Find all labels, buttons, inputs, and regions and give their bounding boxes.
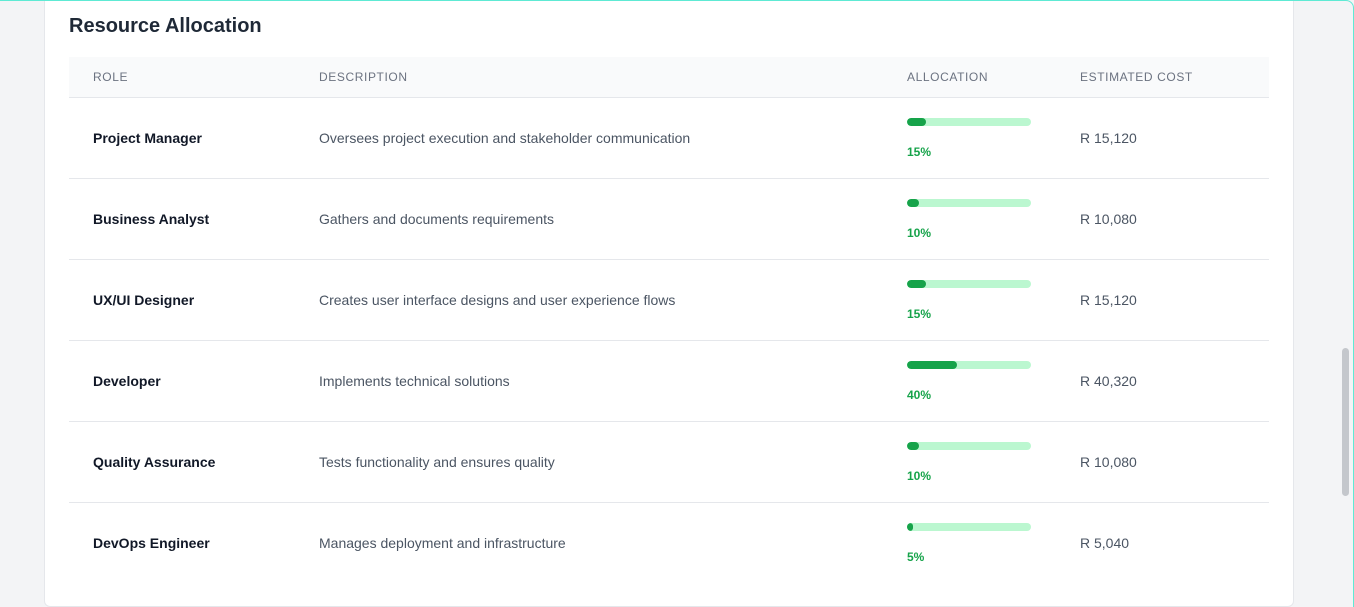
allocation-cell: 5%	[907, 523, 1031, 564]
header-description: DESCRIPTION	[319, 70, 408, 84]
allocation-bar-fill	[907, 199, 920, 207]
estimated-cost: R 10,080	[1080, 211, 1137, 227]
role-description: Oversees project execution and stakehold…	[319, 130, 691, 146]
page-scrollbar[interactable]	[1341, 1, 1351, 607]
allocation-percent: 5%	[907, 550, 925, 564]
allocation-percent: 10%	[907, 469, 932, 483]
table-row: Developer Implements technical solutions…	[69, 341, 1269, 422]
header-estimated-cost: ESTIMATED COST	[1080, 70, 1193, 84]
allocation-cell: 15%	[907, 280, 1031, 321]
section-title: Resource Allocation	[69, 15, 262, 37]
allocation-percent: 15%	[907, 307, 932, 321]
header-role: ROLE	[93, 70, 129, 84]
role-description: Gathers and documents requirements	[319, 211, 555, 227]
role-name: UX/UI Designer	[93, 292, 195, 308]
table-row: Project Manager Oversees project executi…	[69, 98, 1269, 179]
allocation-percent: 10%	[907, 226, 932, 240]
role-name: Business Analyst	[93, 211, 210, 227]
role-name: Quality Assurance	[93, 454, 216, 470]
allocation-bar-fill	[907, 361, 957, 369]
allocation-bar-track	[907, 280, 1031, 288]
allocation-bar-track	[907, 199, 1031, 207]
estimated-cost: R 10,080	[1080, 454, 1137, 470]
estimated-cost: R 40,320	[1080, 373, 1137, 389]
role-description: Implements technical solutions	[319, 373, 510, 389]
allocation-cell: 10%	[907, 442, 1031, 483]
allocation-bar-fill	[907, 280, 926, 288]
table-row: DevOps Engineer Manages deployment and i…	[69, 503, 1269, 584]
header-allocation: ALLOCATION	[907, 70, 989, 84]
allocation-cell: 10%	[907, 199, 1031, 240]
allocation-bar-track	[907, 118, 1031, 126]
allocation-percent: 40%	[907, 388, 932, 402]
allocation-bar-track	[907, 361, 1031, 369]
role-description: Creates user interface designs and user …	[319, 292, 676, 308]
table-header: ROLE DESCRIPTION ALLOCATION ESTIMATED CO…	[69, 57, 1269, 98]
table-row: UX/UI Designer Creates user interface de…	[69, 260, 1269, 341]
allocation-bar-fill	[907, 442, 920, 450]
allocation-percent: 15%	[907, 145, 932, 159]
role-name: Project Manager	[93, 130, 202, 146]
role-name: DevOps Engineer	[93, 535, 210, 551]
estimated-cost: R 15,120	[1080, 292, 1137, 308]
allocation-cell: 15%	[907, 118, 1031, 159]
resource-allocation-card: Resource Allocation ROLE DESCRIPTION ALL…	[44, 1, 1294, 607]
role-name: Developer	[93, 373, 161, 389]
role-description: Tests functionality and ensures quality	[319, 454, 555, 470]
resource-table: ROLE DESCRIPTION ALLOCATION ESTIMATED CO…	[69, 57, 1269, 584]
table-row: Business Analyst Gathers and documents r…	[69, 179, 1269, 260]
estimated-cost: R 15,120	[1080, 130, 1137, 146]
allocation-bar-track	[907, 523, 1031, 531]
allocation-bar-track	[907, 442, 1031, 450]
estimated-cost: R 5,040	[1080, 535, 1130, 551]
allocation-bar-fill	[907, 118, 926, 126]
scrollbar-thumb[interactable]	[1342, 348, 1349, 496]
table-row: Quality Assurance Tests functionality an…	[69, 422, 1269, 503]
role-description: Manages deployment and infrastructure	[319, 535, 566, 551]
allocation-cell: 40%	[907, 361, 1031, 402]
allocation-bar-fill	[907, 523, 914, 531]
